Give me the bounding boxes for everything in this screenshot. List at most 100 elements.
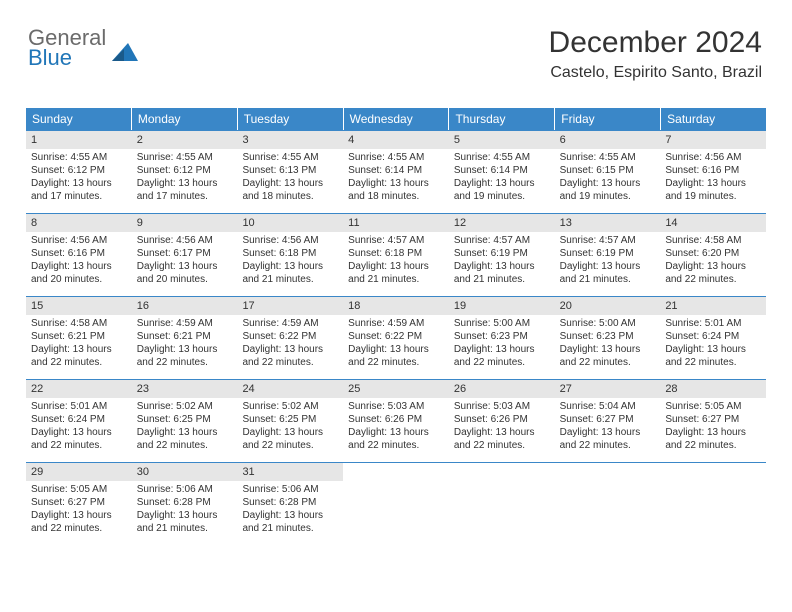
daylight-text: Daylight: 13 hours and 22 minutes. bbox=[560, 343, 656, 369]
daylight-text: Daylight: 13 hours and 22 minutes. bbox=[665, 343, 761, 369]
sunset-text: Sunset: 6:23 PM bbox=[560, 330, 656, 343]
day-cell: 1Sunrise: 4:55 AMSunset: 6:12 PMDaylight… bbox=[26, 131, 132, 213]
day-cell: 29Sunrise: 5:05 AMSunset: 6:27 PMDayligh… bbox=[26, 463, 132, 545]
day-header: Sunday bbox=[26, 108, 132, 130]
sunset-text: Sunset: 6:26 PM bbox=[454, 413, 550, 426]
daylight-text: Daylight: 13 hours and 20 minutes. bbox=[31, 260, 127, 286]
day-number: 25 bbox=[343, 380, 449, 398]
day-cell: 17Sunrise: 4:59 AMSunset: 6:22 PMDayligh… bbox=[237, 297, 343, 379]
daylight-text: Daylight: 13 hours and 21 minutes. bbox=[137, 509, 233, 535]
day-header: Monday bbox=[132, 108, 238, 130]
daylight-text: Daylight: 13 hours and 22 minutes. bbox=[348, 343, 444, 369]
daylight-text: Daylight: 13 hours and 22 minutes. bbox=[137, 426, 233, 452]
day-cell: 27Sunrise: 5:04 AMSunset: 6:27 PMDayligh… bbox=[555, 380, 661, 462]
sunrise-text: Sunrise: 4:55 AM bbox=[242, 151, 338, 164]
day-cell: 14Sunrise: 4:58 AMSunset: 6:20 PMDayligh… bbox=[660, 214, 766, 296]
daylight-text: Daylight: 13 hours and 22 minutes. bbox=[560, 426, 656, 452]
day-number: 20 bbox=[555, 297, 661, 315]
sunset-text: Sunset: 6:16 PM bbox=[665, 164, 761, 177]
day-cell: 19 Sunrise: 5:00 AMSunset: 6:23 PMDayligh… bbox=[449, 297, 555, 379]
day-cell: 28Sunrise: 5:05 AMSunset: 6:27 PMDayligh… bbox=[660, 380, 766, 462]
sunset-text: Sunset: 6:16 PM bbox=[31, 247, 127, 260]
sunrise-text: Sunrise: 5:01 AM bbox=[31, 400, 127, 413]
daylight-text: Daylight: 13 hours and 22 minutes. bbox=[31, 426, 127, 452]
day-cell: 24Sunrise: 5:02 AMSunset: 6:25 PMDayligh… bbox=[237, 380, 343, 462]
day-cell: 8Sunrise: 4:56 AMSunset: 6:16 PMDaylight… bbox=[26, 214, 132, 296]
daylight-text: Daylight: 13 hours and 21 minutes. bbox=[560, 260, 656, 286]
day-header: Friday bbox=[555, 108, 661, 130]
sunrise-text: Sunrise: 4:56 AM bbox=[242, 234, 338, 247]
day-cell: 12Sunrise: 4:57 AMSunset: 6:19 PMDayligh… bbox=[449, 214, 555, 296]
sunrise-text: Sunrise: 4:59 AM bbox=[242, 317, 338, 330]
day-cell: 26 Sunrise: 5:03 AMSunset: 6:26 PMDayligh… bbox=[449, 380, 555, 462]
daylight-text: Daylight: 13 hours and 19 minutes. bbox=[560, 177, 656, 203]
day-cell: 2Sunrise: 4:55 AMSunset: 6:12 PMDaylight… bbox=[132, 131, 238, 213]
day-number: 4 bbox=[343, 131, 449, 149]
day-number: 27 bbox=[555, 380, 661, 398]
day-number: 23 bbox=[132, 380, 238, 398]
day-number: 9 bbox=[132, 214, 238, 232]
sunrise-text: Sunrise: 5:02 AM bbox=[242, 400, 338, 413]
daylight-text: Daylight: 13 hours and 22 minutes. bbox=[242, 426, 338, 452]
day-number: 21 bbox=[660, 297, 766, 315]
day-number: 13 bbox=[555, 214, 661, 232]
sunrise-text: Sunrise: 5:05 AM bbox=[31, 483, 127, 496]
logo: General Blue bbox=[28, 28, 140, 68]
sunrise-text: Sunrise: 4:57 AM bbox=[348, 234, 444, 247]
day-cell: 21Sunrise: 5:01 AMSunset: 6:24 PMDayligh… bbox=[660, 297, 766, 379]
sunset-text: Sunset: 6:23 PM bbox=[454, 330, 550, 343]
sunrise-text: Sunrise: 4:56 AM bbox=[665, 151, 761, 164]
sunrise-text: Sunrise: 5:00 AM bbox=[454, 317, 550, 330]
sunrise-text: Sunrise: 5:03 AM bbox=[454, 400, 550, 413]
sunset-text: Sunset: 6:21 PM bbox=[137, 330, 233, 343]
sunset-text: Sunset: 6:27 PM bbox=[31, 496, 127, 509]
day-cell: 15Sunrise: 4:58 AMSunset: 6:21 PMDayligh… bbox=[26, 297, 132, 379]
daylight-text: Daylight: 13 hours and 22 minutes. bbox=[454, 343, 550, 369]
day-cell: 23Sunrise: 5:02 AMSunset: 6:25 PMDayligh… bbox=[132, 380, 238, 462]
daylight-text: Daylight: 13 hours and 22 minutes. bbox=[454, 426, 550, 452]
day-cell bbox=[555, 463, 661, 545]
day-number: 10 bbox=[237, 214, 343, 232]
day-cell: 22 Sunrise: 5:01 AMSunset: 6:24 PMDayligh… bbox=[26, 380, 132, 462]
day-cell: 7Sunrise: 4:56 AMSunset: 6:16 PMDaylight… bbox=[660, 131, 766, 213]
daylight-text: Daylight: 13 hours and 22 minutes. bbox=[665, 260, 761, 286]
day-cell: 11Sunrise: 4:57 AMSunset: 6:18 PMDayligh… bbox=[343, 214, 449, 296]
day-cell bbox=[343, 463, 449, 545]
day-number: 12 bbox=[449, 214, 555, 232]
sunrise-text: Sunrise: 4:55 AM bbox=[137, 151, 233, 164]
day-number: 22 bbox=[26, 380, 132, 398]
day-cell: 31Sunrise: 5:06 AMSunset: 6:28 PMDayligh… bbox=[237, 463, 343, 545]
sunset-text: Sunset: 6:17 PM bbox=[137, 247, 233, 260]
logo-word-blue: Blue bbox=[28, 48, 106, 68]
day-cell: 4Sunrise: 4:55 AMSunset: 6:14 PMDaylight… bbox=[343, 131, 449, 213]
day-number: 16 bbox=[132, 297, 238, 315]
day-number: 17 bbox=[237, 297, 343, 315]
day-cell bbox=[660, 463, 766, 545]
daylight-text: Daylight: 13 hours and 21 minutes. bbox=[242, 509, 338, 535]
day-number: 2 bbox=[132, 131, 238, 149]
sunset-text: Sunset: 6:28 PM bbox=[242, 496, 338, 509]
day-cell: 20Sunrise: 5:00 AMSunset: 6:23 PMDayligh… bbox=[555, 297, 661, 379]
week-row: 22Sunrise: 5:01 AMSunset: 6:24 PMDayligh… bbox=[26, 379, 766, 462]
sunrise-text: Sunrise: 5:02 AM bbox=[137, 400, 233, 413]
day-number: 28 bbox=[660, 380, 766, 398]
sunset-text: Sunset: 6:19 PM bbox=[454, 247, 550, 260]
daylight-text: Daylight: 13 hours and 19 minutes. bbox=[454, 177, 550, 203]
sunset-text: Sunset: 6:12 PM bbox=[31, 164, 127, 177]
sunrise-text: Sunrise: 4:55 AM bbox=[454, 151, 550, 164]
week-row: 8Sunrise: 4:56 AMSunset: 6:16 PMDaylight… bbox=[26, 213, 766, 296]
sunset-text: Sunset: 6:22 PM bbox=[348, 330, 444, 343]
day-number: 31 bbox=[237, 463, 343, 481]
sunset-text: Sunset: 6:13 PM bbox=[242, 164, 338, 177]
day-number: 11 bbox=[343, 214, 449, 232]
day-cell: 9Sunrise: 4:56 AMSunset: 6:17 PMDaylight… bbox=[132, 214, 238, 296]
daylight-text: Daylight: 13 hours and 22 minutes. bbox=[348, 426, 444, 452]
day-cell: 18Sunrise: 4:59 AMSunset: 6:22 PMDayligh… bbox=[343, 297, 449, 379]
daylight-text: Daylight: 13 hours and 22 minutes. bbox=[242, 343, 338, 369]
day-number: 26 bbox=[449, 380, 555, 398]
day-number: 19 bbox=[449, 297, 555, 315]
sunset-text: Sunset: 6:28 PM bbox=[137, 496, 233, 509]
daylight-text: Daylight: 13 hours and 19 minutes. bbox=[665, 177, 761, 203]
sunset-text: Sunset: 6:24 PM bbox=[31, 413, 127, 426]
sunrise-text: Sunrise: 4:55 AM bbox=[31, 151, 127, 164]
